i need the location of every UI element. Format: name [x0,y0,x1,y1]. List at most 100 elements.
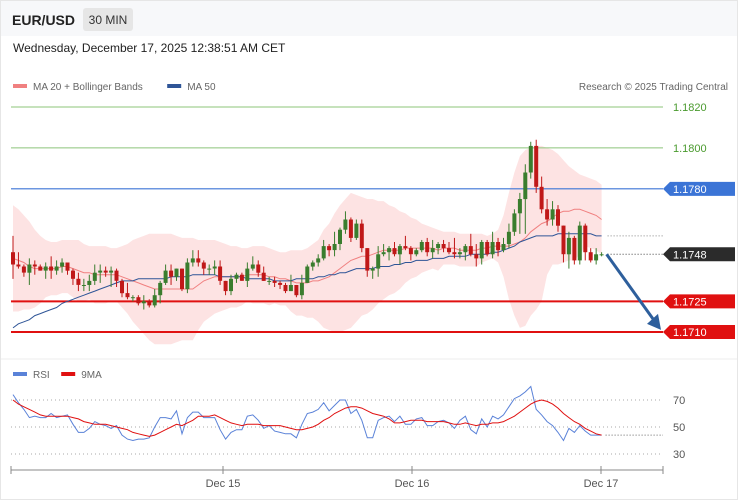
candle [506,223,511,249]
candle [288,274,293,292]
candle [87,274,92,292]
candle [256,260,261,277]
candle [120,278,124,298]
candle-body [370,268,375,271]
candle [387,246,392,261]
candle-body [125,293,130,298]
candle [43,262,48,279]
candle-body [92,272,97,281]
candle [588,248,593,263]
candle [92,264,97,285]
candle [185,258,190,294]
level-tag-5 [663,325,735,339]
candle [430,239,435,259]
candle [365,248,370,277]
rsi-legend-label-0: RSI [33,370,50,381]
candle-body [21,266,26,273]
candle [479,239,484,265]
candle-body [365,248,370,271]
candle-body [98,270,103,273]
candle-body [359,223,364,249]
candle-body [419,242,424,251]
candle [397,244,402,265]
candle [218,260,223,285]
candle-body [463,246,468,253]
legend-swatch-0 [13,84,27,88]
candle [343,211,348,234]
symbol-title: EUR/USD [12,12,76,28]
candle [27,258,32,285]
candle [234,272,239,283]
candle-body [152,295,157,306]
candle-body [561,225,566,255]
candle-body [250,264,255,269]
candle-body [512,213,517,232]
candle-body [245,268,250,281]
candle [425,237,430,257]
candle-body [479,242,484,259]
timestamp: Wednesday, December 17, 2025 12:38:51 AM… [13,41,286,55]
candle [583,223,588,261]
candle-body [32,264,37,267]
candle-body [169,270,174,277]
candle [152,289,157,308]
candle [338,227,342,251]
level-label-4: 1.1725 [673,296,707,308]
candle [316,254,321,267]
candle-body [136,297,141,304]
candle [81,278,86,292]
candle-body [305,266,310,283]
level-tag-3 [663,247,735,262]
candle [38,264,43,271]
candle-body [11,252,15,265]
interval-badge[interactable]: 30 MIN [83,8,133,31]
candle-body [430,248,435,253]
candle-body [278,282,283,285]
candle [310,260,315,271]
candle [278,280,283,290]
rsi-panel [12,385,663,442]
candle-body [338,229,342,244]
candle [436,242,441,255]
candle-body [599,254,604,256]
candle-body [556,209,560,226]
candle [109,266,114,287]
candle-body [109,270,114,273]
candle-body [174,268,179,277]
forecast-arrow-shaft [605,253,655,320]
candle-body [147,301,152,306]
level-label-3: 1.1748 [673,249,707,261]
candle [212,260,217,275]
candle [163,264,168,285]
candle [474,244,479,267]
candle-body [81,285,86,286]
candle [180,268,184,292]
candle-body [332,244,337,251]
candle [594,248,599,265]
candle [261,266,266,281]
candle [354,219,359,240]
candle-body [376,254,381,269]
candle-body [54,266,59,271]
legend-label-1: MA 50 [187,82,216,93]
candle [414,248,419,257]
level-label-0: 1.1820 [673,102,707,114]
candle [550,201,555,226]
bollinger-bands [13,145,602,345]
candle-body [452,252,457,255]
candle [321,239,326,261]
candle [190,250,195,267]
candle-body [27,264,32,273]
candle [305,264,310,283]
candle [65,262,70,275]
candle [490,231,495,259]
candle-body [272,280,277,283]
candle-body [528,145,533,173]
candle-body [572,237,577,261]
rsi-tick-1: 50 [673,422,685,434]
candle-body [212,266,217,269]
rsi-legend-swatch-1 [61,372,76,376]
copyright-text: Research © 2025 Trading Central [579,82,728,93]
candle [267,276,272,285]
main-legend: MA 20 + Bollinger Bands MA 50 [13,82,216,93]
